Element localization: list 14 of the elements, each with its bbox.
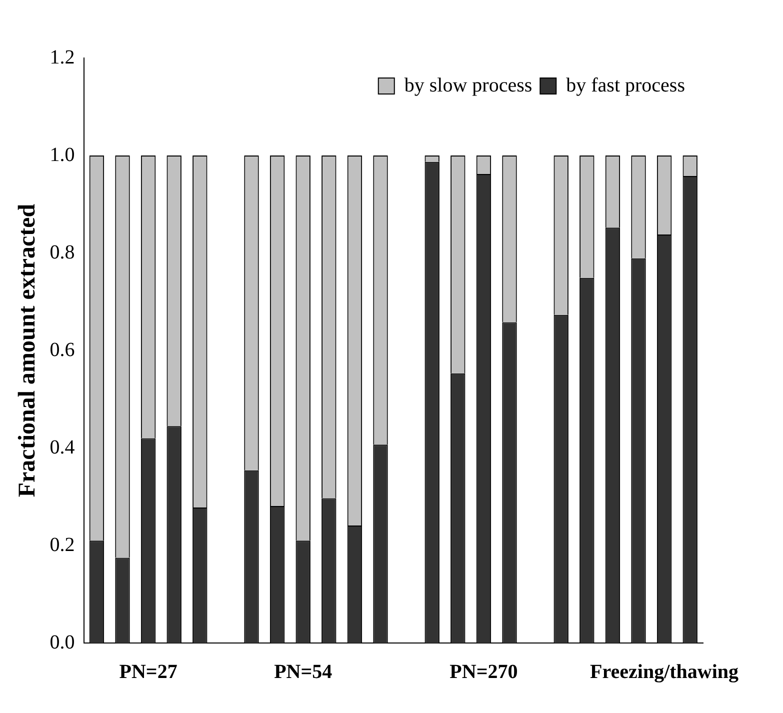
y-tick-label: 0.4 — [50, 436, 75, 458]
y-tick-label: 0.2 — [50, 534, 75, 556]
x-tick-label: PN=27 — [119, 661, 178, 684]
y-axis-title: Fractional amount extracted — [14, 203, 41, 498]
y-tick-label: 0.0 — [50, 631, 75, 654]
x-tick-label: PN=270 — [450, 661, 518, 684]
y-tick-label: 1.0 — [50, 144, 75, 166]
y-tick-label: 1.2 — [50, 46, 75, 68]
legend-label: by fast process — [566, 74, 686, 96]
y-tick-label: 0.6 — [50, 338, 75, 361]
y-tick-label: 0.8 — [50, 241, 75, 264]
legend-label: by slow process — [404, 74, 532, 96]
x-tick-label: PN=54 — [274, 661, 332, 684]
x-tick-label: Freezing/thawing — [590, 661, 739, 684]
